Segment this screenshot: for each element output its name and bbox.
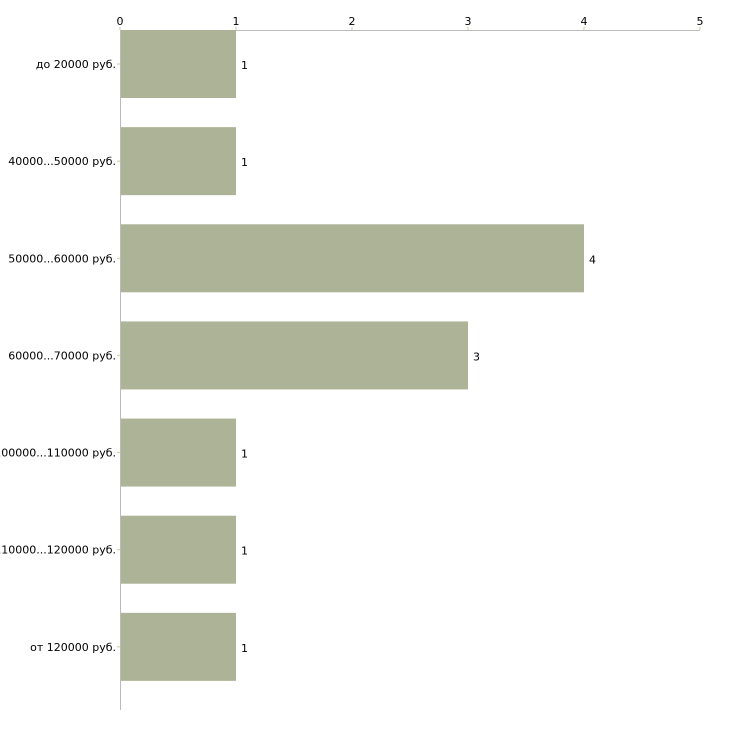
x-tick-label: 2 — [349, 15, 356, 28]
bar — [121, 224, 584, 293]
x-tick-label: 0 — [117, 15, 124, 28]
bar — [121, 612, 236, 681]
category-label: от 120000 руб. — [30, 641, 116, 654]
data-label: 1 — [241, 642, 248, 655]
x-tick-label: 4 — [581, 15, 588, 28]
category-label: 50000...60000 руб. — [8, 252, 116, 265]
bar — [121, 30, 236, 98]
category-label: 110000...120000 руб. — [0, 544, 116, 557]
data-label: 3 — [473, 350, 480, 363]
data-label: 1 — [241, 156, 248, 169]
bar — [121, 321, 468, 390]
bar — [121, 418, 236, 487]
category-label: 100000...110000 руб. — [0, 447, 116, 460]
category-label: до 20000 руб. — [36, 58, 116, 71]
data-label: 1 — [241, 59, 248, 72]
category-label: 60000...70000 руб. — [8, 349, 116, 362]
bar — [121, 515, 236, 584]
x-tick-label: 3 — [465, 15, 472, 28]
x-tick-label: 1 — [233, 15, 240, 28]
data-label: 1 — [241, 448, 248, 461]
x-tick-label: 5 — [697, 15, 704, 28]
data-label: 4 — [589, 253, 596, 266]
bar — [121, 127, 236, 196]
data-label: 1 — [241, 545, 248, 558]
category-label: 40000...50000 руб. — [8, 155, 116, 168]
